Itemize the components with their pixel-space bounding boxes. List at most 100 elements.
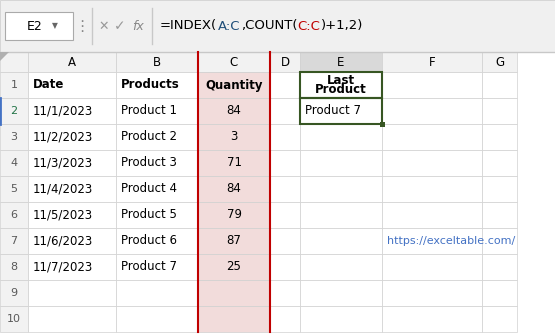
Text: 84: 84	[226, 105, 241, 118]
Text: Date: Date	[33, 78, 64, 92]
Bar	[482, 228, 517, 254]
Bar	[382, 228, 482, 254]
Text: ✕: ✕	[99, 19, 109, 32]
Bar	[198, 228, 270, 254]
Bar	[300, 98, 382, 124]
Bar	[300, 202, 382, 228]
Bar	[380, 122, 385, 127]
Bar	[482, 254, 517, 280]
Bar	[300, 176, 382, 202]
Bar	[116, 176, 198, 202]
Bar	[116, 52, 198, 72]
Text: fx: fx	[132, 19, 144, 32]
Bar	[116, 228, 198, 254]
Bar	[382, 254, 482, 280]
Text: 7: 7	[11, 236, 18, 246]
Bar	[28, 52, 116, 72]
Bar	[116, 306, 198, 332]
Bar	[28, 306, 116, 332]
Bar	[300, 72, 382, 98]
Bar	[482, 176, 517, 202]
Bar	[482, 150, 517, 176]
Text: B: B	[153, 55, 161, 68]
Bar	[270, 52, 300, 72]
Bar	[270, 202, 300, 228]
Bar	[28, 98, 116, 124]
Bar	[28, 176, 116, 202]
Bar	[28, 72, 116, 98]
Bar	[300, 124, 382, 150]
Text: 5: 5	[11, 184, 18, 194]
Bar	[28, 228, 116, 254]
Bar	[382, 280, 482, 306]
Bar	[0, 0, 555, 52]
Text: Product 6: Product 6	[121, 234, 177, 247]
Text: 87: 87	[226, 234, 241, 247]
Bar	[0, 306, 28, 332]
Text: Product 4: Product 4	[121, 182, 177, 195]
Text: C: C	[230, 55, 238, 68]
Text: Product 3: Product 3	[121, 157, 177, 169]
Bar	[300, 52, 382, 72]
Bar	[382, 124, 482, 150]
Text: 1: 1	[11, 80, 18, 90]
Bar	[270, 306, 300, 332]
Bar	[382, 176, 482, 202]
Bar	[116, 98, 198, 124]
Bar	[0, 124, 28, 150]
Bar	[482, 202, 517, 228]
Bar	[198, 306, 270, 332]
Bar	[0, 150, 28, 176]
Bar	[198, 52, 270, 72]
Bar	[382, 306, 482, 332]
Bar	[300, 254, 382, 280]
Bar	[270, 72, 300, 98]
Text: 25: 25	[226, 261, 241, 274]
Text: Product 7: Product 7	[305, 105, 361, 118]
Bar	[382, 98, 482, 124]
Bar	[382, 202, 482, 228]
Bar	[300, 280, 382, 306]
Text: ▼: ▼	[52, 21, 58, 30]
Text: 11/3/2023: 11/3/2023	[33, 157, 93, 169]
Text: A:C: A:C	[218, 19, 240, 32]
Bar	[482, 52, 517, 72]
Text: =INDEX(: =INDEX(	[160, 19, 217, 32]
Bar	[198, 176, 270, 202]
Bar	[28, 254, 116, 280]
Text: 84: 84	[226, 182, 241, 195]
Bar	[198, 98, 270, 124]
Bar	[270, 280, 300, 306]
Text: 2: 2	[11, 106, 18, 116]
Text: Product 1: Product 1	[121, 105, 177, 118]
Text: E2: E2	[27, 19, 43, 32]
Bar	[0, 202, 28, 228]
Text: 3: 3	[11, 132, 18, 142]
Text: Products: Products	[121, 78, 180, 92]
Polygon shape	[0, 52, 9, 61]
Bar	[28, 150, 116, 176]
Text: )+1,2): )+1,2)	[321, 19, 364, 32]
Bar	[270, 228, 300, 254]
Bar	[300, 228, 382, 254]
Bar	[198, 254, 270, 280]
Text: Last: Last	[327, 73, 355, 87]
Bar	[28, 202, 116, 228]
Text: ,COUNT(: ,COUNT(	[241, 19, 297, 32]
Text: Product: Product	[315, 84, 367, 97]
Text: 8: 8	[11, 262, 18, 272]
Bar	[0, 52, 28, 72]
Text: F: F	[428, 55, 435, 68]
Text: 11/7/2023: 11/7/2023	[33, 261, 93, 274]
Text: https://exceltable.com/: https://exceltable.com/	[387, 236, 515, 246]
Text: 79: 79	[226, 208, 241, 221]
Text: Product 2: Product 2	[121, 131, 177, 144]
Bar	[116, 124, 198, 150]
Text: ⋮: ⋮	[74, 18, 89, 33]
Bar	[116, 72, 198, 98]
Text: 4: 4	[11, 158, 18, 168]
Bar	[482, 124, 517, 150]
Bar	[0, 228, 28, 254]
Bar	[116, 150, 198, 176]
Text: E: E	[337, 55, 345, 68]
